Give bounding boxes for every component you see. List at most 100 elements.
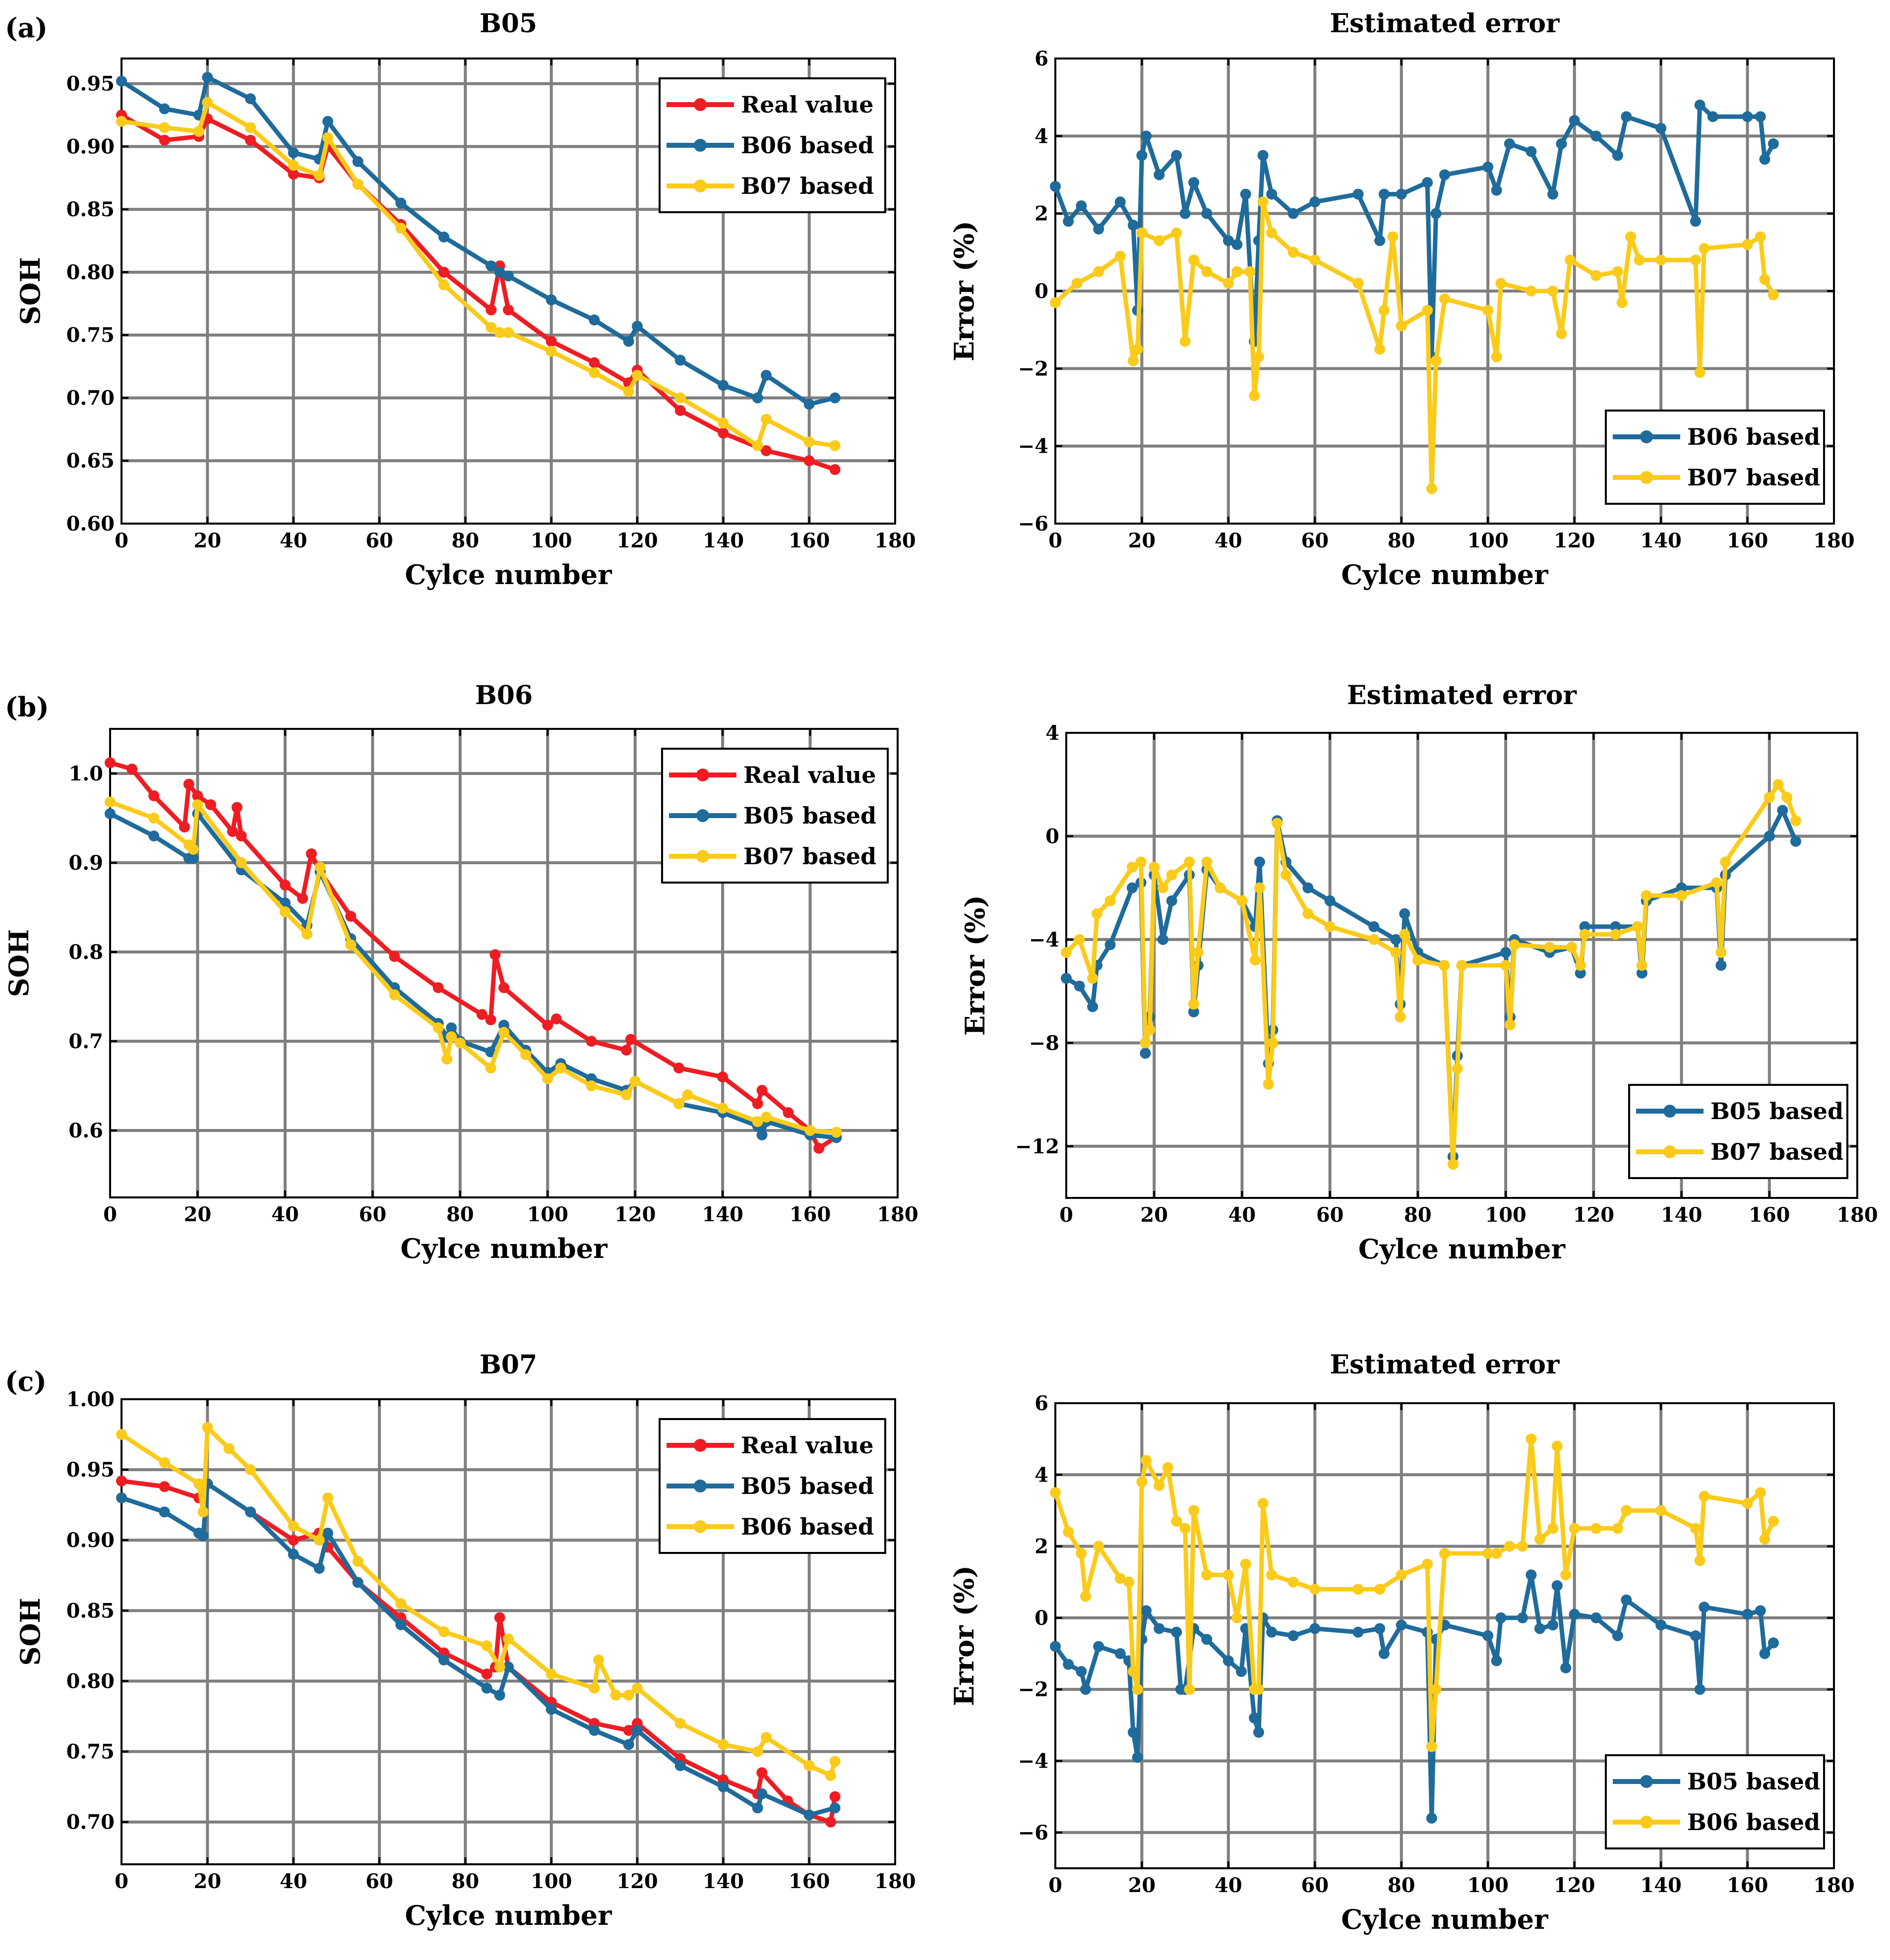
data-point	[193, 1478, 204, 1489]
legend-swatch-marker	[696, 769, 709, 781]
x-tick-label: 80	[1388, 1874, 1415, 1897]
data-point	[494, 1689, 505, 1701]
data-point	[197, 1506, 209, 1518]
data-point	[1491, 1548, 1502, 1559]
data-point	[1715, 960, 1727, 971]
data-point	[352, 1577, 364, 1588]
data-point	[1222, 278, 1234, 289]
data-point	[438, 1626, 449, 1637]
data-point	[148, 813, 160, 824]
data-point	[1188, 1505, 1200, 1516]
x-tick-label: 180	[1813, 1874, 1855, 1897]
data-point	[1071, 278, 1083, 289]
x-tick-label: 140	[1640, 529, 1682, 552]
x-tick-label: 140	[703, 529, 744, 552]
data-point	[589, 1724, 600, 1736]
data-point	[1755, 1487, 1766, 1498]
data-point	[1390, 947, 1402, 958]
legend-swatch-marker	[694, 179, 707, 192]
data-point	[503, 1662, 514, 1673]
legend-label: B05 based	[741, 1473, 874, 1499]
data-point	[438, 231, 449, 242]
data-point	[1201, 856, 1213, 868]
data-point	[623, 386, 634, 397]
data-point	[395, 223, 407, 234]
data-point	[1136, 1476, 1148, 1487]
x-tick-label: 180	[874, 529, 916, 552]
data-point	[481, 1640, 492, 1652]
data-point	[1755, 111, 1766, 122]
data-point	[159, 1457, 170, 1468]
x-tick-label: 120	[1554, 529, 1595, 552]
x-tick-label: 0	[115, 1870, 128, 1893]
data-point	[1222, 1655, 1234, 1666]
data-point	[1257, 150, 1269, 161]
data-point	[718, 417, 729, 429]
data-point	[829, 464, 841, 475]
data-point	[1439, 960, 1450, 971]
data-point	[756, 1085, 768, 1096]
data-point	[1790, 815, 1801, 827]
data-point	[1768, 289, 1779, 300]
data-point	[1632, 921, 1643, 932]
data-point	[1114, 196, 1126, 208]
data-point	[159, 1506, 170, 1518]
y-tick-label: 0.60	[66, 512, 115, 535]
data-point	[1253, 1726, 1264, 1738]
data-point	[1240, 188, 1251, 200]
x-tick-label: 120	[1554, 1874, 1595, 1897]
y-tick-label: 0.90	[66, 1529, 115, 1552]
y-tick-label: 0	[1035, 1606, 1048, 1630]
data-point	[803, 1760, 815, 1772]
data-point	[1114, 250, 1126, 262]
data-point	[1157, 934, 1168, 945]
data-point	[116, 116, 127, 127]
data-point	[1063, 216, 1074, 227]
data-point	[432, 1022, 444, 1033]
data-point	[288, 169, 299, 180]
data-point	[1061, 947, 1072, 958]
plot-border	[1065, 732, 1858, 1199]
data-point	[629, 1076, 641, 1087]
y-axis-label: Error (%)	[948, 221, 980, 361]
data-point	[761, 445, 772, 456]
data-point	[494, 1612, 505, 1623]
legend-swatch-marker	[1640, 1775, 1653, 1788]
data-point	[1171, 227, 1182, 238]
legend-swatch-marker	[696, 850, 709, 863]
data-point	[1616, 297, 1628, 308]
data-point	[1378, 188, 1390, 200]
data-point	[717, 1071, 729, 1082]
data-point	[1076, 1666, 1087, 1677]
data-point	[1396, 1619, 1407, 1631]
legend-label: B07 based	[741, 173, 874, 199]
data-point	[1764, 831, 1775, 842]
x-axis-label: Cylce number	[1358, 1233, 1566, 1265]
data-point	[1222, 235, 1234, 246]
x-tick-label: 100	[1467, 529, 1509, 552]
chart-panel-2: 0 20 40 60 80 100 120 140 160 180 −6 −4 −2 0 2 4 6 Estima…	[948, 8, 1855, 591]
y-axis-label: SOH	[14, 257, 46, 325]
data-point	[589, 367, 600, 378]
y-tick-label: 1.0	[68, 762, 103, 785]
data-point	[1390, 934, 1402, 945]
x-tick-label: 20	[1128, 529, 1156, 552]
data-point	[1755, 1605, 1766, 1616]
data-point	[1399, 908, 1410, 919]
data-point	[1162, 1462, 1173, 1473]
data-point	[1422, 1558, 1433, 1570]
y-tick-label: −8	[1029, 1031, 1059, 1055]
y-tick-label: 0.6	[68, 1119, 103, 1142]
data-point	[1302, 908, 1314, 919]
x-tick-label: 80	[451, 1870, 479, 1893]
data-point	[227, 826, 239, 837]
x-tick-label: 100	[531, 529, 572, 552]
data-point	[1569, 1608, 1580, 1620]
data-point	[1302, 882, 1314, 893]
data-point	[674, 405, 686, 416]
x-tick-label: 80	[1388, 529, 1415, 552]
data-point	[1547, 1523, 1559, 1534]
data-point	[1612, 266, 1623, 277]
data-point	[288, 1520, 299, 1532]
data-point	[1395, 1011, 1406, 1023]
